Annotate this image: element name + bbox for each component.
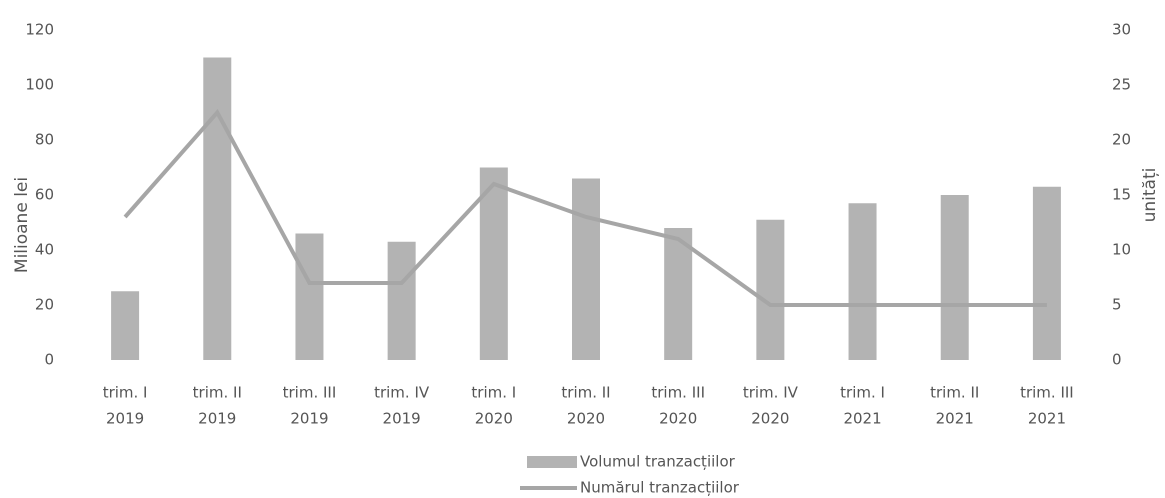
legend-swatch	[527, 456, 577, 468]
y-tick-label: 20	[35, 296, 54, 314]
bar	[1032, 186, 1061, 360]
y2-tick-label: 25	[1112, 76, 1131, 94]
y-tick-label: 120	[25, 21, 54, 39]
x-tick-label: trim. I	[471, 384, 516, 402]
line	[123, 109, 1047, 307]
x-tick-label: trim. III	[283, 384, 337, 402]
x-tick-label: 2019	[198, 410, 236, 428]
legend-label: Volumul tranzacțiilor	[580, 453, 736, 471]
x-tick-label: trim. I	[840, 384, 885, 402]
bar	[295, 233, 324, 360]
x-tick-label: trim. IV	[743, 384, 799, 402]
y2-tick-label: 10	[1112, 241, 1131, 259]
bar	[387, 241, 416, 360]
y-tick-label: 80	[35, 131, 54, 149]
x-tick-label: 2021	[936, 410, 974, 428]
x-tick-label: 2020	[567, 410, 605, 428]
x-tick-label: 2020	[751, 410, 789, 428]
x-tick-label: trim. IV	[374, 384, 430, 402]
bar	[940, 195, 969, 360]
x-tick-label: trim. II	[193, 384, 242, 402]
bar	[572, 178, 600, 360]
y2-tick-label: 0	[1112, 351, 1122, 369]
x-tick-label: trim. II	[930, 384, 979, 402]
x-tick-label: 2019	[383, 410, 421, 428]
x-tick-label: trim. II	[561, 384, 610, 402]
x-tick-label: 2020	[659, 410, 697, 428]
y2-tick-label: 15	[1112, 186, 1131, 204]
x-tick-label: trim. III	[651, 384, 705, 402]
x-tick-label: 2019	[290, 410, 328, 428]
y-tick-label: 100	[25, 76, 54, 94]
x-tick-label: 2021	[1028, 410, 1066, 428]
x-tick-label: 2021	[843, 410, 881, 428]
bar	[848, 203, 877, 360]
bar	[664, 228, 693, 360]
y2-tick-label: 5	[1112, 296, 1122, 314]
y-tick-label: 60	[35, 186, 54, 204]
y2-axis-label: unități	[1140, 168, 1160, 223]
y2-tick-label: 20	[1112, 131, 1131, 149]
x-tick-label: trim. I	[103, 384, 148, 402]
y-axis-label: Milioane lei	[12, 177, 32, 273]
legend-label: Numărul tranzacțiilor	[580, 479, 740, 497]
x-tick-label: trim. III	[1020, 384, 1074, 402]
bar	[756, 219, 785, 360]
bar	[203, 57, 232, 360]
y-tick-label: 0	[44, 351, 54, 369]
bar	[479, 167, 508, 360]
x-tick-label: 2020	[475, 410, 513, 428]
y-tick-label: 40	[35, 241, 54, 259]
bar	[111, 291, 140, 360]
x-tick-label: 2019	[106, 410, 144, 428]
y2-tick-label: 30	[1112, 21, 1131, 39]
